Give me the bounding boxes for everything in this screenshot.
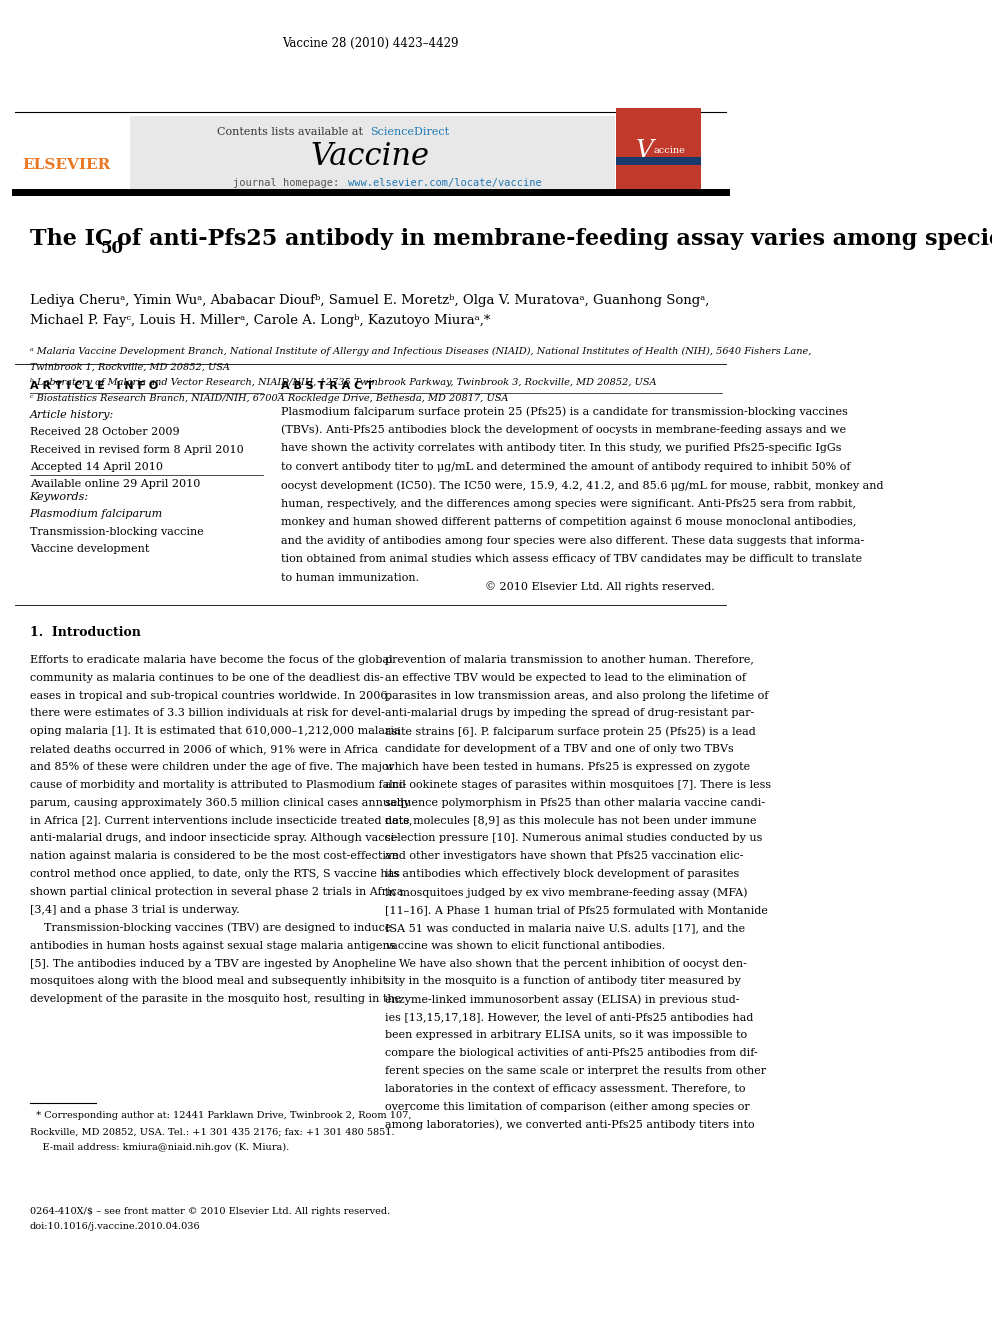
Text: asite strains [6]. P. falciparum surface protein 25 (Pfs25) is a lead: asite strains [6]. P. falciparum surface… <box>385 726 756 737</box>
Text: (TBVs). Anti-Pfs25 antibodies block the development of oocysts in membrane-feedi: (TBVs). Anti-Pfs25 antibodies block the … <box>282 425 846 435</box>
Text: Transmission-blocking vaccine: Transmission-blocking vaccine <box>30 527 203 537</box>
Text: Twinbrook 1, Rockville, MD 20852, USA: Twinbrook 1, Rockville, MD 20852, USA <box>30 363 229 372</box>
Text: Keywords:: Keywords: <box>30 492 88 503</box>
Text: oping malaria [1]. It is estimated that 610,000–1,212,000 malaria: oping malaria [1]. It is estimated that … <box>30 726 400 737</box>
Text: sequence polymorphism in Pfs25 than other malaria vaccine candi-: sequence polymorphism in Pfs25 than othe… <box>385 798 765 808</box>
Text: prevention of malaria transmission to another human. Therefore,: prevention of malaria transmission to an… <box>385 655 754 665</box>
Text: human, respectively, and the differences among species were significant. Anti-Pf: human, respectively, and the differences… <box>282 499 856 509</box>
Text: an effective TBV would be expected to lead to the elimination of: an effective TBV would be expected to le… <box>385 672 746 683</box>
Text: overcome this limitation of comparison (either among species or: overcome this limitation of comparison (… <box>385 1102 750 1111</box>
Text: compare the biological activities of anti-Pfs25 antibodies from dif-: compare the biological activities of ant… <box>385 1048 758 1058</box>
Text: in mosquitoes judged by ex vivo membrane-feeding assay (MFA): in mosquitoes judged by ex vivo membrane… <box>385 888 748 897</box>
Text: [5]. The antibodies induced by a TBV are ingested by Anopheline: [5]. The antibodies induced by a TBV are… <box>30 959 396 968</box>
Text: Plasmodium falciparum: Plasmodium falciparum <box>30 509 163 520</box>
Text: ᵃ Malaria Vaccine Development Branch, National Institute of Allergy and Infectio: ᵃ Malaria Vaccine Development Branch, Na… <box>30 347 811 356</box>
Text: Vaccine 28 (2010) 4423–4429: Vaccine 28 (2010) 4423–4429 <box>282 37 458 50</box>
Text: cause of morbidity and mortality is attributed to Plasmodium falci-: cause of morbidity and mortality is attr… <box>30 781 406 790</box>
FancyBboxPatch shape <box>616 157 701 165</box>
Text: and ookinete stages of parasites within mosquitoes [7]. There is less: and ookinete stages of parasites within … <box>385 781 772 790</box>
Text: parasites in low transmission areas, and also prolong the lifetime of: parasites in low transmission areas, and… <box>385 691 769 701</box>
Text: Available online 29 April 2010: Available online 29 April 2010 <box>30 479 200 490</box>
Text: in Africa [2]. Current interventions include insecticide treated nets,: in Africa [2]. Current interventions inc… <box>30 815 412 826</box>
Text: tion obtained from animal studies which assess efficacy of TBV candidates may be: tion obtained from animal studies which … <box>282 554 863 565</box>
Text: 0264-410X/$ – see front matter © 2010 Elsevier Ltd. All rights reserved.: 0264-410X/$ – see front matter © 2010 El… <box>30 1207 390 1216</box>
Text: which have been tested in humans. Pfs25 is expressed on zygote: which have been tested in humans. Pfs25 … <box>385 762 750 773</box>
Text: Accepted 14 April 2010: Accepted 14 April 2010 <box>30 462 163 472</box>
Text: to convert antibody titer to μg/mL and determined the amount of antibody require: to convert antibody titer to μg/mL and d… <box>282 462 851 472</box>
Text: community as malaria continues to be one of the deadliest dis-: community as malaria continues to be one… <box>30 672 383 683</box>
Text: nation against malaria is considered to be the most cost-effective: nation against malaria is considered to … <box>30 852 399 861</box>
Text: to human immunization.: to human immunization. <box>282 573 420 583</box>
Text: journal homepage:: journal homepage: <box>233 177 346 188</box>
Text: anti-malarial drugs by impeding the spread of drug-resistant par-: anti-malarial drugs by impeding the spre… <box>385 709 755 718</box>
Text: E-mail address: kmiura@niaid.nih.gov (K. Miura).: E-mail address: kmiura@niaid.nih.gov (K.… <box>30 1143 289 1152</box>
Text: shown partial clinical protection in several phase 2 trials in Africa: shown partial clinical protection in sev… <box>30 888 403 897</box>
Text: A R T I C L E   I N F O: A R T I C L E I N F O <box>30 381 158 392</box>
Text: development of the parasite in the mosquito host, resulting in the: development of the parasite in the mosqu… <box>30 995 401 1004</box>
Text: enzyme-linked immunosorbent assay (ELISA) in previous stud-: enzyme-linked immunosorbent assay (ELISA… <box>385 995 740 1004</box>
Text: We have also shown that the percent inhibition of oocyst den-: We have also shown that the percent inhi… <box>385 959 747 968</box>
Text: laboratories in the context of efficacy assessment. Therefore, to: laboratories in the context of efficacy … <box>385 1084 746 1094</box>
Text: Contents lists available at: Contents lists available at <box>217 127 367 138</box>
Text: ferent species on the same scale or interpret the results from other: ferent species on the same scale or inte… <box>385 1066 766 1076</box>
Text: ies [13,15,17,18]. However, the level of anti-Pfs25 antibodies had: ies [13,15,17,18]. However, the level of… <box>385 1012 754 1023</box>
Text: ELSEVIER: ELSEVIER <box>23 159 111 172</box>
Text: [3,4] and a phase 3 trial is underway.: [3,4] and a phase 3 trial is underway. <box>30 905 239 916</box>
Text: and the avidity of antibodies among four species were also different. These data: and the avidity of antibodies among four… <box>282 536 865 546</box>
Text: monkey and human showed different patterns of competition against 6 mouse monocl: monkey and human showed different patter… <box>282 517 857 528</box>
Text: eases in tropical and sub-tropical countries worldwide. In 2006,: eases in tropical and sub-tropical count… <box>30 691 391 701</box>
Text: oocyst development (IC50). The IC50 were, 15.9, 4.2, 41.2, and 85.6 μg/mL for mo: oocyst development (IC50). The IC50 were… <box>282 480 884 491</box>
Text: ᶜ Biostatistics Research Branch, NIAID/NIH, 6700A Rockledge Drive, Bethesda, MD : ᶜ Biostatistics Research Branch, NIAID/N… <box>30 394 508 404</box>
Text: and 85% of these were children under the age of five. The major: and 85% of these were children under the… <box>30 762 394 773</box>
Text: parum, causing approximately 360.5 million clinical cases annually: parum, causing approximately 360.5 milli… <box>30 798 410 808</box>
Text: vaccine was shown to elicit functional antibodies.: vaccine was shown to elicit functional a… <box>385 941 666 951</box>
Text: 50: 50 <box>101 239 124 257</box>
Text: its antibodies which effectively block development of parasites: its antibodies which effectively block d… <box>385 869 739 880</box>
Text: Rockville, MD 20852, USA. Tel.: +1 301 435 2176; fax: +1 301 480 5851.: Rockville, MD 20852, USA. Tel.: +1 301 4… <box>30 1127 394 1136</box>
Text: candidate for development of a TBV and one of only two TBVs: candidate for development of a TBV and o… <box>385 744 734 754</box>
Text: Efforts to eradicate malaria have become the focus of the global: Efforts to eradicate malaria have become… <box>30 655 392 665</box>
Text: Received in revised form 8 April 2010: Received in revised form 8 April 2010 <box>30 445 243 455</box>
Text: Michael P. Fayᶜ, Louis H. Millerᵃ, Carole A. Longᵇ, Kazutoyo Miuraᵃ,*: Michael P. Fayᶜ, Louis H. Millerᵃ, Carol… <box>30 314 490 327</box>
Text: [11–16]. A Phase 1 human trial of Pfs25 formulated with Montanide: [11–16]. A Phase 1 human trial of Pfs25 … <box>385 905 768 916</box>
Text: mosquitoes along with the blood meal and subsequently inhibit: mosquitoes along with the blood meal and… <box>30 976 387 987</box>
Text: ᵇ Laboratory of Malaria and Vector Research, NIAID/NIH, 12735 Twinbrook Parkway,: ᵇ Laboratory of Malaria and Vector Resea… <box>30 378 656 388</box>
Text: 1.  Introduction: 1. Introduction <box>30 626 141 639</box>
Text: sity in the mosquito is a function of antibody titer measured by: sity in the mosquito is a function of an… <box>385 976 741 987</box>
Text: Received 28 October 2009: Received 28 October 2009 <box>30 427 180 438</box>
Text: V: V <box>636 139 654 163</box>
Text: ScienceDirect: ScienceDirect <box>370 127 449 138</box>
Text: * Corresponding author at: 12441 Parklawn Drive, Twinbrook 2, Room 107,: * Corresponding author at: 12441 Parklaw… <box>30 1111 411 1121</box>
Text: antibodies in human hosts against sexual stage malaria antigens: antibodies in human hosts against sexual… <box>30 941 395 951</box>
Text: Vaccine development: Vaccine development <box>30 544 149 554</box>
Text: doi:10.1016/j.vaccine.2010.04.036: doi:10.1016/j.vaccine.2010.04.036 <box>30 1222 200 1232</box>
FancyBboxPatch shape <box>130 116 615 191</box>
Text: Article history:: Article history: <box>30 410 114 421</box>
Text: anti-malarial drugs, and indoor insecticide spray. Although vacci-: anti-malarial drugs, and indoor insectic… <box>30 833 398 844</box>
Text: date molecules [8,9] as this molecule has not been under immune: date molecules [8,9] as this molecule ha… <box>385 815 757 826</box>
Text: have shown the activity correlates with antibody titer. In this study, we purifi: have shown the activity correlates with … <box>282 443 842 454</box>
Text: selection pressure [10]. Numerous animal studies conducted by us: selection pressure [10]. Numerous animal… <box>385 833 763 844</box>
Text: Transmission-blocking vaccines (TBV) are designed to induce: Transmission-blocking vaccines (TBV) are… <box>30 923 391 933</box>
Text: control method once applied, to date, only the RTS, S vaccine has: control method once applied, to date, on… <box>30 869 400 880</box>
Text: and other investigators have shown that Pfs25 vaccination elic-: and other investigators have shown that … <box>385 852 744 861</box>
Text: of anti-Pfs25 antibody in membrane-feeding assay varies among species: of anti-Pfs25 antibody in membrane-feedi… <box>117 228 992 250</box>
Text: The IC: The IC <box>30 228 112 250</box>
Text: been expressed in arbitrary ELISA units, so it was impossible to: been expressed in arbitrary ELISA units,… <box>385 1031 747 1040</box>
Text: www.elsevier.com/locate/vaccine: www.elsevier.com/locate/vaccine <box>348 177 542 188</box>
Text: ISA 51 was conducted in malaria naive U.S. adults [17], and the: ISA 51 was conducted in malaria naive U.… <box>385 923 745 933</box>
Text: Plasmodium falciparum surface protein 25 (Pfs25) is a candidate for transmission: Plasmodium falciparum surface protein 25… <box>282 406 848 417</box>
Text: Vaccine: Vaccine <box>310 140 430 172</box>
Text: Lediya Cheruᵃ, Yimin Wuᵃ, Ababacar Dioufᵇ, Samuel E. Moretzᵇ, Olga V. Muratovaᵃ,: Lediya Cheruᵃ, Yimin Wuᵃ, Ababacar Diouf… <box>30 294 709 307</box>
Text: A B S T R A C T: A B S T R A C T <box>282 381 374 392</box>
Text: there were estimates of 3.3 billion individuals at risk for devel-: there were estimates of 3.3 billion indi… <box>30 709 385 718</box>
Text: accine: accine <box>654 147 685 155</box>
Text: © 2010 Elsevier Ltd. All rights reserved.: © 2010 Elsevier Ltd. All rights reserved… <box>485 581 715 591</box>
Text: among laboratories), we converted anti-Pfs25 antibody titers into: among laboratories), we converted anti-P… <box>385 1119 755 1130</box>
FancyBboxPatch shape <box>616 108 701 194</box>
Text: related deaths occurred in 2006 of which, 91% were in Africa: related deaths occurred in 2006 of which… <box>30 744 378 754</box>
